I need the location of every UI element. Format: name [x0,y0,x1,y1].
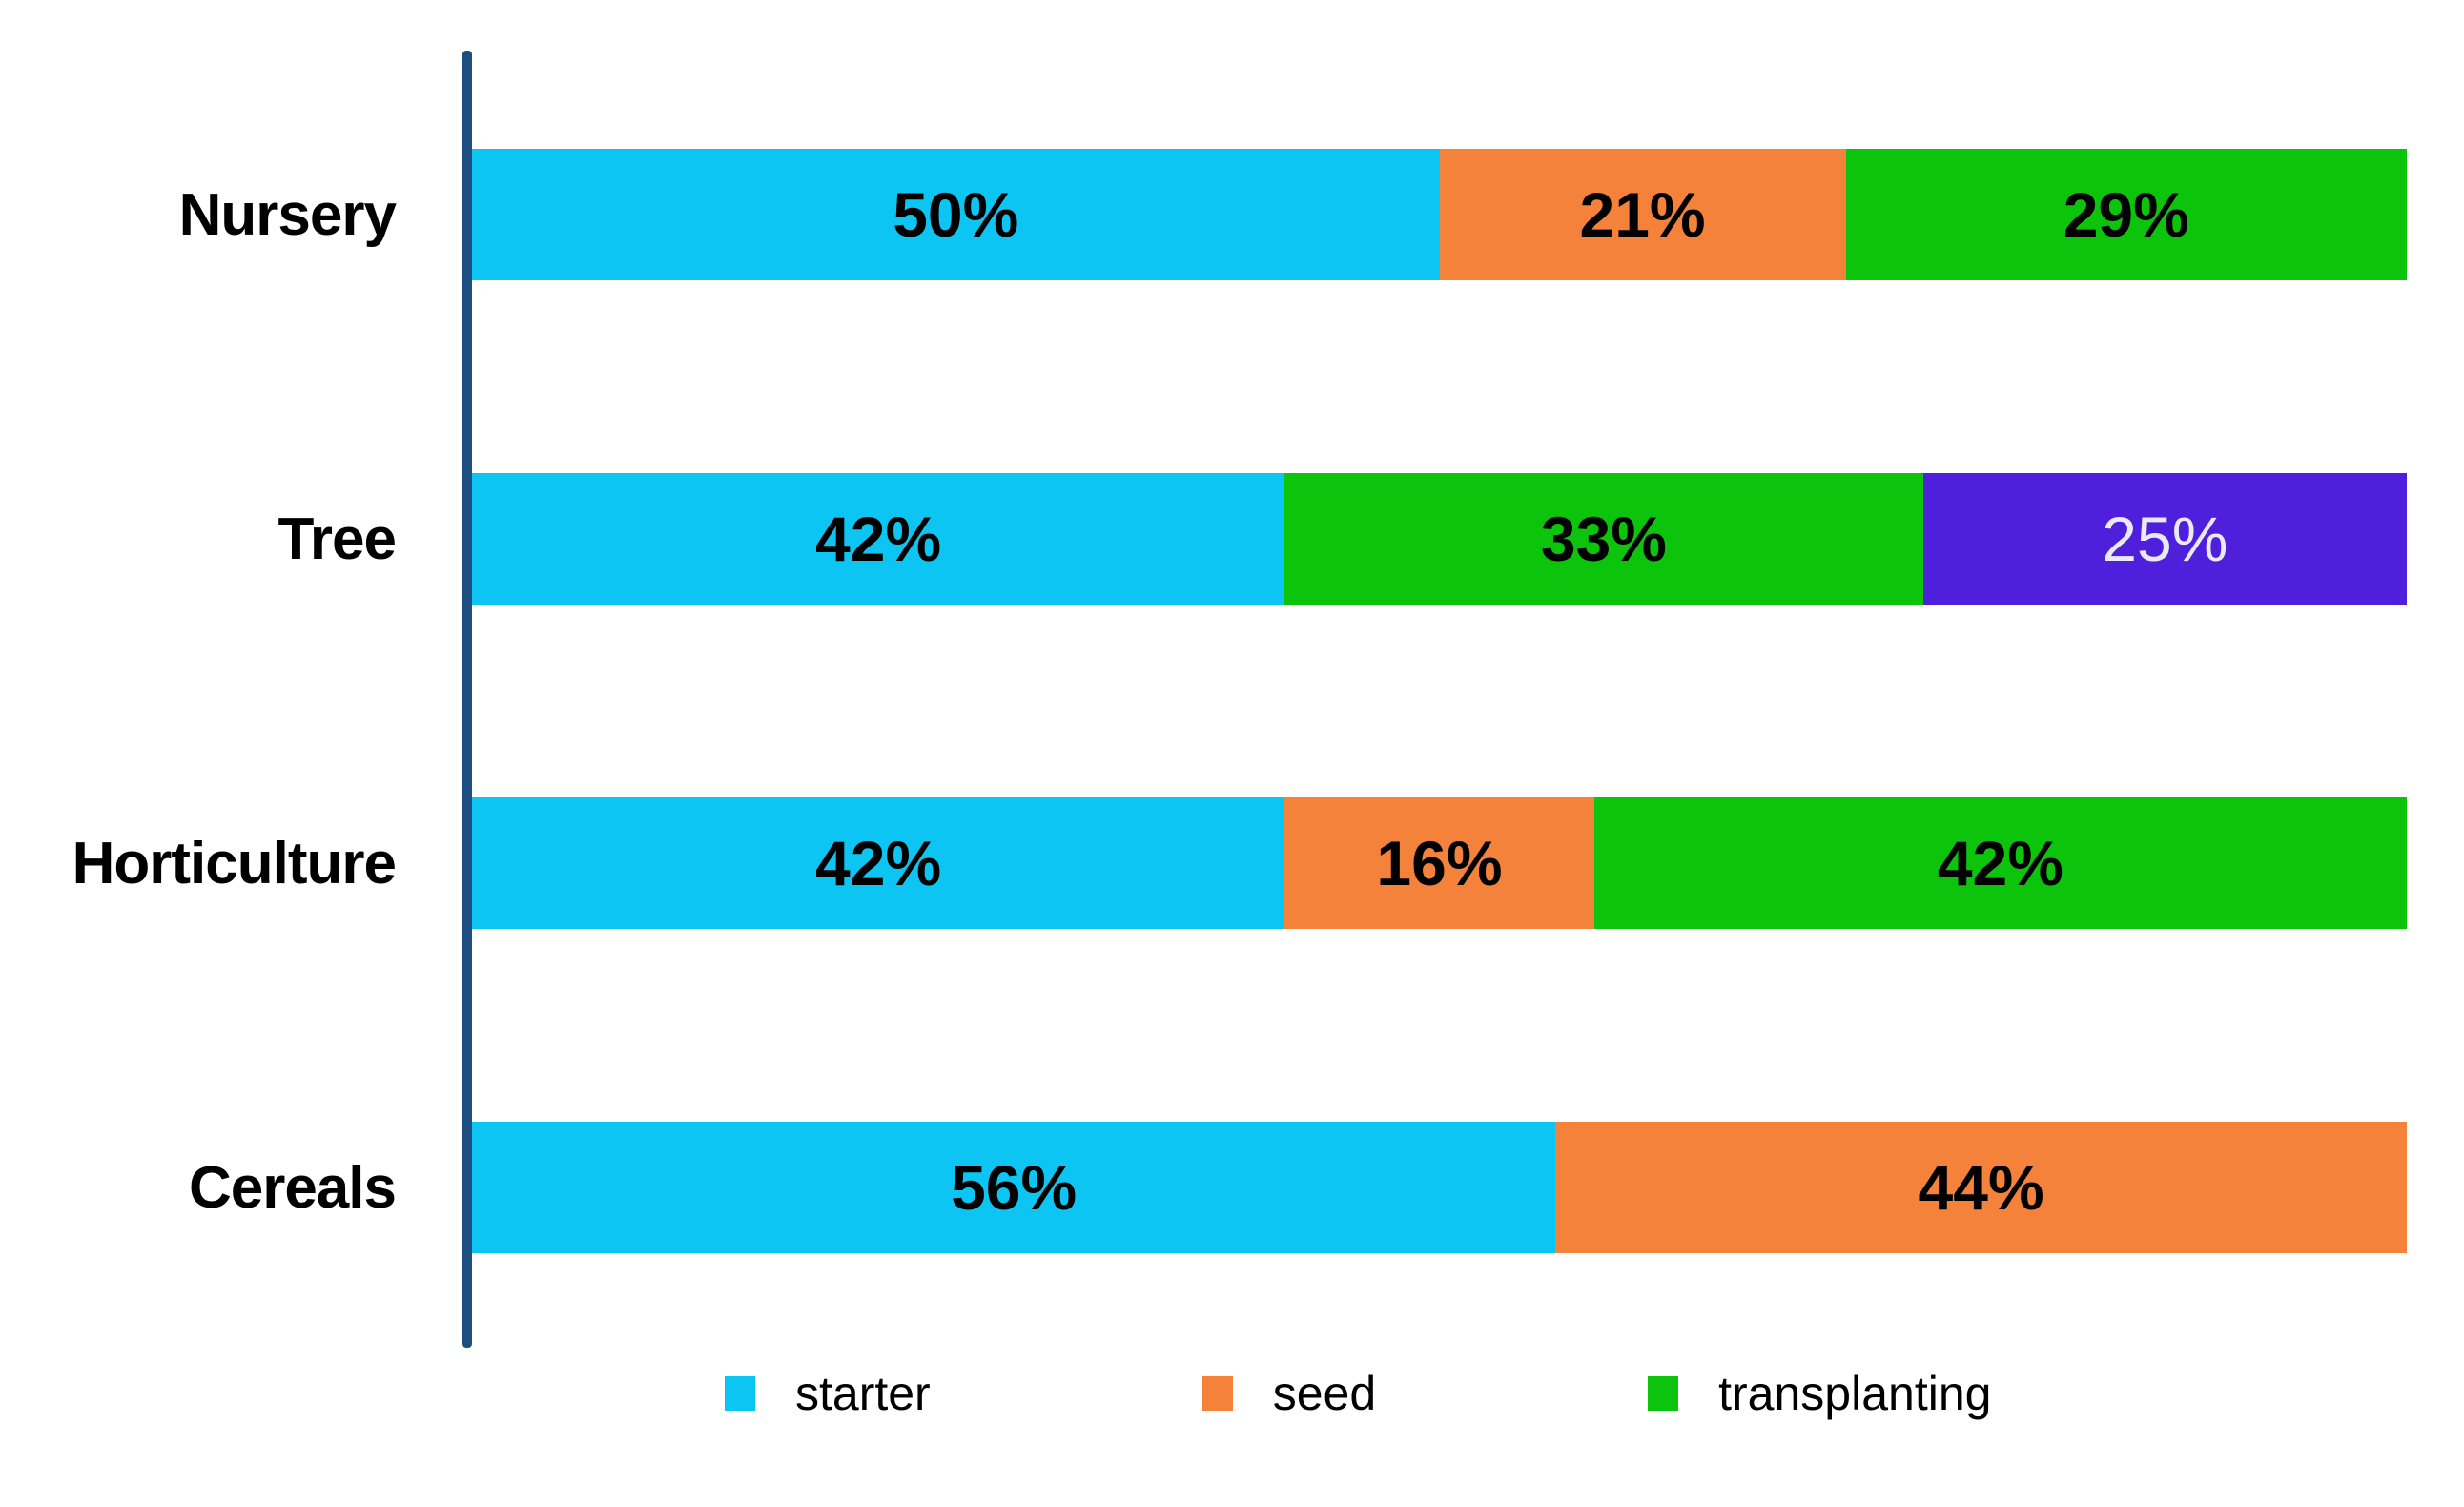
segment-transplanting: 33% [1284,473,1923,605]
segment-transplanting: 42% [1593,797,2407,929]
y-axis-line [462,51,472,1348]
legend-item-starter: starter [725,1366,931,1421]
bar-nursery: 50% 21% 29% [472,149,2407,280]
segment-other: 25% [1922,473,2407,605]
segment-starter: 56% [472,1122,1556,1253]
chart-row: Horticulture 42% 16% 42% [0,701,2464,1025]
chart-legend: starter seed transplanting [725,1366,1991,1421]
bar-horticulture: 42% 16% 42% [472,797,2407,929]
segment-seed: 16% [1284,797,1594,929]
segment-starter: 42% [472,473,1285,605]
legend-swatch-starter [725,1376,755,1411]
segment-seed: 44% [1555,1122,2407,1253]
legend-label: transplanting [1718,1367,1992,1420]
bar-cereals: 56% 44% [472,1122,2407,1253]
segment-seed: 21% [1439,149,1846,280]
category-label: Horticulture [72,830,397,897]
bar-tree: 42% 33% 25% [472,473,2407,605]
legend-item-seed: seed [1201,1366,1377,1421]
chart-row: Nursery 50% 21% 29% [0,52,2464,377]
segment-starter: 50% [472,149,1440,280]
legend-item-transplanting: transplanting [1648,1366,1991,1421]
chart-row: Tree 42% 33% 25% [0,377,2464,701]
segment-starter: 42% [472,797,1285,929]
legend-label: seed [1272,1367,1377,1420]
segment-transplanting: 29% [1845,149,2407,280]
category-label: Nursery [178,181,397,248]
category-label: Tree [277,506,397,572]
chart-row: Cereals 56% 44% [0,1025,2464,1350]
legend-label: starter [795,1367,931,1420]
legend-swatch-seed [1201,1376,1233,1411]
category-label: Cereals [188,1154,397,1221]
chart-rows: Nursery 50% 21% 29% Tree 42% 33% 25% Horticultur… [0,52,2464,1350]
legend-swatch-transplanting [1648,1376,1679,1411]
